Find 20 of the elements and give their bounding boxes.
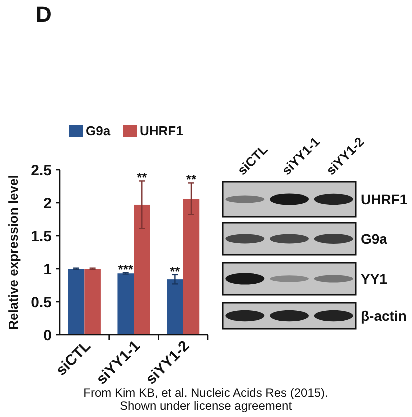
y-tick-label: 0 [44, 327, 52, 344]
legend-label: G9a [86, 124, 112, 139]
text: From Kim KB, et al. Nucleic Acids Res (2015). [84, 386, 328, 400]
text: UHRF1 [361, 192, 408, 208]
text: G9a [361, 231, 388, 247]
y-tick-label: 2 [44, 195, 52, 212]
y-axis-title: Relative expression level [6, 175, 21, 330]
text: YY1 [361, 271, 388, 287]
y-tick-label: 2.5 [31, 162, 52, 180]
text: Shown under license agreement [120, 399, 293, 413]
text: β-actin [361, 308, 407, 324]
y-tick-label: 1 [44, 261, 52, 278]
text: D [36, 2, 52, 27]
annotation: ** [137, 170, 148, 186]
legend-label: UHRF1 [140, 124, 184, 139]
y-tick-label: 0.5 [31, 294, 52, 312]
annotation: *** [118, 262, 134, 277]
annotation: ** [170, 264, 182, 279]
annotation: ** [186, 172, 198, 188]
y-tick-label: 1.5 [31, 228, 52, 246]
